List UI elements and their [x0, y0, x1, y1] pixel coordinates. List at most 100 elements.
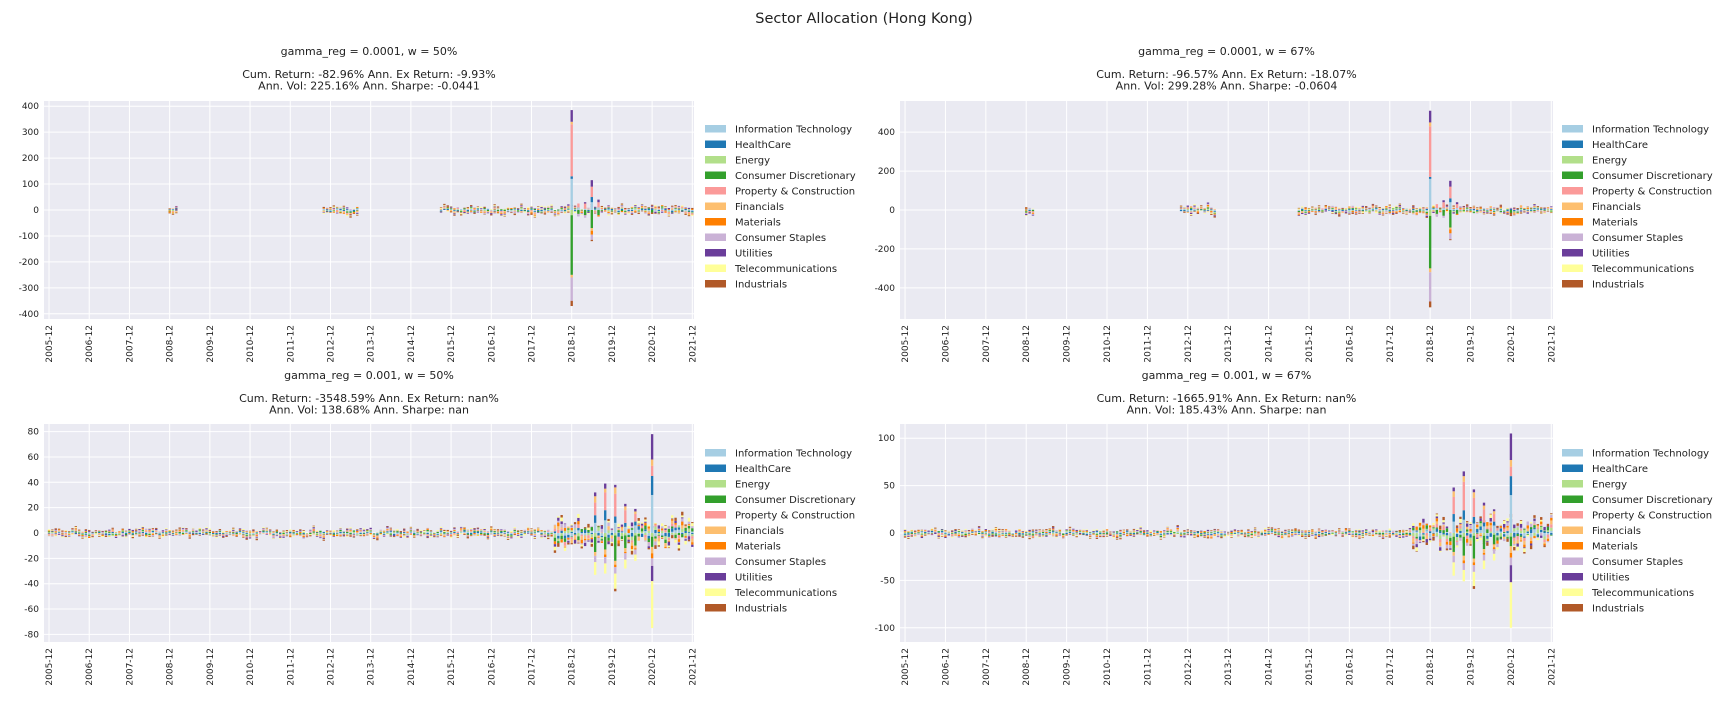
bar-segment: [1045, 534, 1048, 536]
bar-segment: [1395, 205, 1398, 207]
bar-segment: [1301, 531, 1304, 532]
bar-segment: [1031, 534, 1035, 536]
bar-segment: [930, 532, 934, 533]
bar-segment: [647, 208, 650, 210]
bar-segment: [1375, 206, 1378, 207]
bar-segment: [1099, 533, 1102, 535]
x-tick-label: 2010-12: [1103, 648, 1113, 686]
bar-segment: [1126, 533, 1129, 534]
legend-label: HealthCare: [1592, 140, 1648, 151]
bar-segment: [557, 212, 560, 214]
bar-segment: [637, 536, 640, 538]
bar-segment: [1317, 528, 1321, 530]
bar-segment: [1213, 531, 1216, 533]
bar-segment: [1055, 530, 1058, 532]
bar-segment: [940, 529, 944, 530]
bar-segment: [600, 533, 604, 537]
bar-segment: [386, 526, 389, 527]
bar-segment: [920, 531, 924, 533]
bar-segment: [379, 533, 382, 535]
bar-segment: [533, 215, 537, 217]
bar-segment: [1055, 535, 1058, 537]
bar-segment: [1159, 537, 1163, 539]
bar-segment: [151, 530, 155, 533]
bar-segment: [1506, 208, 1509, 209]
bar-segment: [1088, 532, 1092, 533]
bar-segment: [698, 210, 700, 211]
bar-segment: [677, 544, 681, 549]
bar-segment: [1220, 533, 1223, 535]
bar-segment: [1122, 531, 1126, 533]
bar-segment: [1220, 533, 1223, 534]
bar-segment: [530, 534, 533, 536]
bar-segment: [439, 207, 443, 208]
bar-segment: [1092, 531, 1095, 533]
bar-segment: [285, 534, 289, 536]
bar-segment: [624, 533, 627, 536]
bar-segment: [684, 211, 687, 213]
bar-segment: [98, 534, 101, 536]
bar-segment: [547, 210, 550, 211]
bar-segment: [128, 532, 131, 533]
bar-segment: [111, 533, 114, 535]
bar-segment: [1041, 531, 1045, 533]
bar-segment: [698, 529, 700, 530]
bar-segment: [356, 534, 359, 536]
bar-segment: [456, 533, 459, 535]
bar-segment: [660, 211, 664, 213]
bar-segment: [201, 534, 205, 535]
bar-segment: [302, 535, 305, 538]
bar-segment: [961, 536, 964, 537]
bar-segment: [954, 531, 957, 533]
bar-segment: [660, 208, 664, 210]
bar-segment: [617, 532, 620, 534]
bar-segment: [610, 210, 614, 212]
bar-segment: [1459, 206, 1462, 208]
bar-segment: [222, 533, 225, 535]
bar-segment: [961, 531, 964, 533]
bar-segment: [339, 206, 342, 208]
bar-segment: [657, 205, 660, 207]
bar-segment: [1257, 533, 1260, 534]
bar-segment: [1045, 533, 1048, 534]
bar-segment: [1375, 208, 1378, 210]
bar-segment: [1543, 211, 1546, 213]
bar-segment: [335, 211, 339, 212]
bar-segment: [917, 533, 920, 534]
bar-segment: [1317, 210, 1321, 212]
bar-segment: [64, 531, 67, 533]
bar-segment: [550, 533, 553, 534]
bar-segment: [1028, 534, 1031, 536]
legend-swatch: [1562, 125, 1583, 133]
bar-segment: [1179, 535, 1183, 537]
bar-segment: [516, 532, 520, 533]
bar-segment: [981, 533, 984, 535]
bar-segment: [1418, 210, 1422, 212]
bar-segment: [695, 539, 697, 542]
bar-segment: [617, 533, 620, 537]
bar-segment: [1459, 207, 1462, 208]
bar-segment: [1314, 536, 1317, 538]
bar-segment: [597, 525, 600, 527]
bar-segment: [332, 531, 335, 532]
bar-segment: [1166, 533, 1169, 535]
bar-segment: [195, 534, 198, 535]
bar-segment: [950, 533, 954, 535]
bar-segment: [67, 536, 71, 537]
bar-segment: [1112, 532, 1115, 533]
bar-segment: [1395, 210, 1398, 211]
bar-segment: [627, 539, 630, 542]
x-tick-label: 2014-12: [1265, 648, 1275, 686]
bar-segment: [1307, 530, 1311, 531]
bar-segment: [1122, 534, 1126, 536]
bar-segment: [1112, 534, 1115, 536]
bar-segment: [1314, 213, 1317, 214]
bar-segment: [128, 534, 131, 536]
bar-segment: [1331, 205, 1334, 207]
bar-segment: [1159, 533, 1163, 535]
bar-segment: [560, 527, 563, 529]
bar-segment: [553, 550, 557, 553]
bar-segment: [1492, 215, 1496, 216]
bar-segment: [593, 209, 597, 211]
bar-segment: [359, 534, 362, 535]
